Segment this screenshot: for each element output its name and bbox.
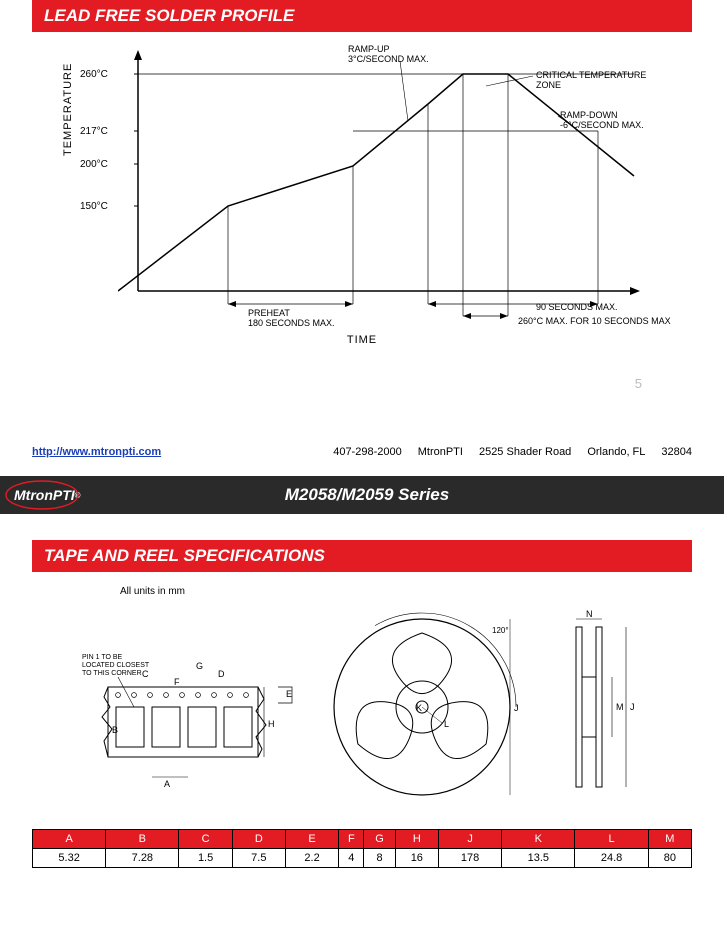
logo: MtronPTI® — [0, 476, 100, 514]
footer-city: Orlando, FL — [587, 446, 645, 458]
table-header: D — [232, 830, 285, 849]
table-header: H — [395, 830, 438, 849]
footer: http://www.mtronpti.com 407-298-2000 Mtr… — [32, 446, 692, 458]
table-cell: 4 — [339, 849, 364, 868]
units-note: All units in mm — [120, 586, 692, 597]
footer-zip: 32804 — [661, 446, 692, 458]
svg-text:F: F — [174, 677, 180, 687]
series-title: M2058/M2059 Series — [100, 485, 724, 505]
y-tick: 150°C — [80, 201, 108, 212]
table-header: A — [33, 830, 106, 849]
x-axis-label: TIME — [347, 334, 377, 346]
reel-diagram: 120° K L J — [312, 607, 542, 807]
svg-text:M: M — [616, 702, 624, 712]
table-cell: 5.32 — [33, 849, 106, 868]
svg-text:A: A — [164, 779, 170, 789]
svg-text:PIN 1 TO BE: PIN 1 TO BE — [82, 654, 123, 661]
tape-diagram: PIN 1 TO BELOCATED CLOSESTTO THIS CORNER… — [78, 617, 298, 797]
footer-phone: 407-298-2000 — [333, 446, 402, 458]
table-header: C — [179, 830, 232, 849]
table-cell: 8 — [364, 849, 395, 868]
chart-annotation: 90 SECONDS MAX. — [536, 302, 618, 312]
table-cell: 7.5 — [232, 849, 285, 868]
chart-annotation: PREHEAT180 SECONDS MAX. — [248, 308, 335, 329]
section-header-tape-reel: TAPE AND REEL SPECIFICATIONS — [32, 540, 692, 572]
dimensions-table: ABCDEFGHJKLM 5.327.281.57.52.2481617813.… — [32, 829, 692, 868]
table-header: G — [364, 830, 395, 849]
svg-text:E: E — [286, 689, 292, 699]
footer-company: MtronPTI — [418, 446, 463, 458]
table-cell: 13.5 — [502, 849, 575, 868]
solder-profile-chart: TEMPERATURE 260°C 217°C 200°C 150°C RAMP-UP… — [62, 46, 662, 366]
y-tick: 217°C — [80, 126, 108, 137]
svg-text:B: B — [112, 725, 118, 735]
chart-annotation: RAMP-DOWN-6°C/SECOND MAX. — [560, 110, 644, 131]
table-cell: 178 — [438, 849, 501, 868]
svg-text:120°: 120° — [492, 626, 509, 635]
y-axis-label: TEMPERATURE — [62, 63, 74, 156]
svg-text:J: J — [514, 703, 519, 713]
chart-annotation: 260°C MAX. FOR 10 SECONDS MAX — [518, 316, 671, 326]
reel-side-diagram: N MJ — [556, 607, 646, 807]
footer-address: 2525 Shader Road — [479, 446, 571, 458]
chart-annotation: RAMP-UP3°C/SECOND MAX. — [348, 44, 429, 65]
svg-text:N: N — [586, 609, 593, 619]
svg-text:D: D — [218, 669, 225, 679]
table-cell: 16 — [395, 849, 438, 868]
table-header: B — [106, 830, 179, 849]
svg-text:C: C — [142, 669, 149, 679]
svg-text:TO THIS CORNER: TO THIS CORNER — [82, 670, 142, 677]
y-tick: 260°C — [80, 69, 108, 80]
table-cell: 2.2 — [285, 849, 338, 868]
svg-text:H: H — [268, 719, 275, 729]
table-header: K — [502, 830, 575, 849]
svg-text:LOCATED CLOSEST: LOCATED CLOSEST — [82, 662, 150, 669]
svg-text:K: K — [416, 703, 422, 713]
table-header: M — [648, 830, 691, 849]
table-header: E — [285, 830, 338, 849]
svg-text:G: G — [196, 661, 203, 671]
page-number: 5 — [635, 376, 642, 391]
section-header-solder-profile: LEAD FREE SOLDER PROFILE — [32, 0, 692, 32]
table-cell: 24.8 — [575, 849, 648, 868]
table-header: F — [339, 830, 364, 849]
y-tick: 200°C — [80, 159, 108, 170]
svg-text:L: L — [444, 719, 449, 729]
svg-text:J: J — [630, 702, 635, 712]
table-cell: 80 — [648, 849, 691, 868]
footer-link[interactable]: http://www.mtronpti.com — [32, 446, 161, 458]
table-cell: 7.28 — [106, 849, 179, 868]
series-banner: MtronPTI® M2058/M2059 Series — [0, 476, 724, 514]
chart-annotation: CRITICAL TEMPERATUREZONE — [536, 70, 646, 91]
table-header: J — [438, 830, 501, 849]
table-header: L — [575, 830, 648, 849]
table-cell: 1.5 — [179, 849, 232, 868]
